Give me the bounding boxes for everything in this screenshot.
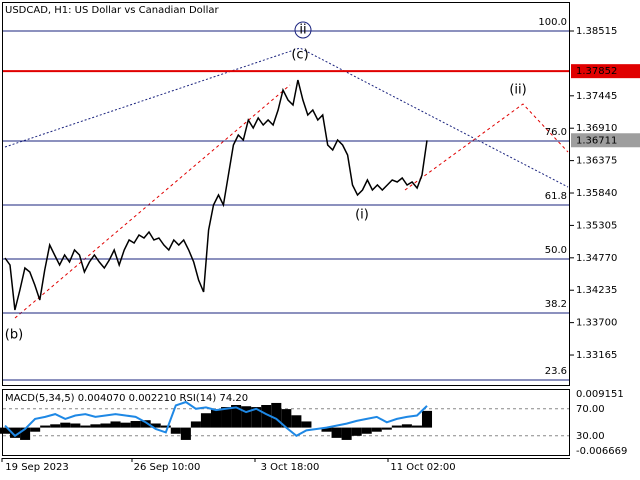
macd-bar: [241, 406, 252, 428]
wave-line: [404, 103, 569, 191]
y-tick-label: 1.35305: [576, 220, 617, 231]
fib-label: 100.0: [538, 17, 567, 28]
resistance-label-box: [571, 64, 640, 79]
wave-label: ii: [299, 23, 306, 38]
macd-min-label: -0.006669: [576, 446, 627, 457]
indicator-title: MACD(5,34,5) 0.004070 0.002210 RSI(14) 7…: [5, 393, 248, 404]
macd-bar: [411, 425, 422, 428]
macd-bar: [0, 427, 11, 434]
macd-bar: [150, 423, 161, 428]
macd-bar: [60, 422, 71, 428]
y-tick-label: 1.33700: [576, 318, 617, 329]
macd-max-label: 0.009151: [576, 389, 624, 400]
chart-title: USDCAD, H1: US Dollar vs Canadian Dollar: [5, 5, 219, 16]
wave-label: (ii): [509, 83, 526, 98]
resistance-label: 1.37852: [576, 66, 617, 77]
macd-bar: [110, 421, 121, 428]
macd-bar: [381, 427, 392, 430]
macd-bar: [200, 413, 211, 428]
macd-bar: [90, 424, 101, 428]
macd-bar: [231, 405, 242, 428]
fib-label: 23.6: [545, 366, 567, 377]
fib-label: 50.0: [545, 245, 567, 256]
rsi-tick-label: 70.00: [576, 404, 605, 415]
macd-bar: [281, 409, 292, 428]
y-tick-label: 1.35840: [576, 188, 617, 199]
macd-bar: [160, 425, 171, 428]
y-tick-label: 1.36375: [576, 156, 617, 167]
macd-bar: [190, 421, 201, 428]
wave-label: (b): [5, 328, 23, 343]
macd-bar: [221, 407, 232, 428]
macd-bar: [140, 420, 151, 428]
macd-bar: [291, 415, 302, 428]
y-tick-label: 1.38515: [576, 26, 617, 37]
macd-bar: [421, 410, 433, 428]
macd-bar: [301, 421, 312, 428]
macd-bar: [271, 402, 282, 428]
wave-label: (c): [291, 48, 308, 63]
y-tick-label: 1.34235: [576, 285, 617, 296]
macd-bar: [391, 425, 402, 428]
macd-bar: [371, 427, 382, 432]
wave-circle: [294, 21, 312, 39]
indicator-frame: [2, 389, 570, 456]
macd-bar: [130, 421, 141, 428]
fib-label: 38.2: [545, 299, 567, 310]
macd-bar: [180, 427, 191, 440]
macd-bar: [170, 427, 181, 434]
macd-bar: [251, 407, 262, 428]
x-tick-label: 19 Sep 2023: [5, 462, 68, 473]
last-price-box: [571, 133, 640, 148]
macd-bar: [10, 427, 21, 438]
x-tick-label: 11 Oct 02:00: [390, 462, 455, 473]
y-tick-label: 1.33165: [576, 350, 617, 361]
macd-bar: [100, 423, 111, 428]
macd-bar: [351, 427, 362, 436]
macd-bar: [210, 409, 222, 428]
y-tick-label: 1.37445: [576, 91, 617, 102]
macd-bar: [30, 427, 41, 432]
fib-label: 76.0: [545, 127, 567, 138]
macd-bar: [70, 423, 81, 428]
macd-bar: [50, 424, 61, 428]
wave-label: (i): [355, 208, 369, 223]
macd-bar: [401, 424, 412, 428]
rsi-line: [4, 400, 428, 438]
macd-bar: [341, 427, 352, 440]
macd-bar: [80, 425, 91, 428]
macd-bar: [120, 422, 131, 428]
macd-bar: [40, 425, 51, 428]
wave-line: [14, 84, 291, 319]
macd-bar: [20, 427, 31, 440]
y-tick-label: 1.34770: [576, 253, 617, 264]
last-price-label: 1.36711: [576, 135, 617, 146]
main-frame: [2, 2, 570, 386]
price-line: [4, 79, 428, 311]
macd-bar: [361, 427, 372, 434]
fib-label: 61.8: [545, 191, 567, 202]
rsi-tick-label: 30.00: [576, 431, 605, 442]
y-tick-label: 1.36910: [576, 123, 617, 134]
x-tick-label: 26 Sep 10:00: [134, 462, 201, 473]
macd-bar: [261, 405, 272, 428]
macd-bar: [331, 427, 342, 438]
x-tick-label: 3 Oct 18:00: [261, 462, 320, 473]
macd-bar: [321, 427, 332, 432]
